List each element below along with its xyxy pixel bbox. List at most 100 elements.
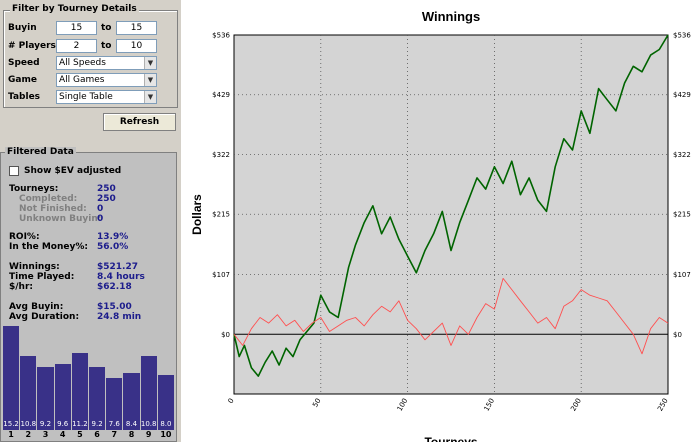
y-tick-label-left: $429 bbox=[212, 91, 230, 99]
finish-histogram: 15.2 10.8 9.2 9.6 11.2 9.2 7.6 8.4 10.8 8.0 bbox=[3, 323, 175, 430]
histogram-bar-label: 8.0 bbox=[160, 420, 172, 428]
histogram-position-label: 9 bbox=[145, 430, 152, 439]
histogram-bar-label: 10.8 bbox=[20, 420, 37, 428]
histogram-position-label: 4 bbox=[59, 430, 66, 439]
tourneys-value: 250 bbox=[97, 184, 116, 194]
x-tick-label: 100 bbox=[396, 397, 410, 413]
refresh-button[interactable]: Refresh bbox=[103, 113, 176, 131]
completed-value: 250 bbox=[97, 194, 116, 204]
chevron-down-icon[interactable]: ▼ bbox=[144, 74, 156, 86]
roi-value: 13.9% bbox=[97, 232, 129, 242]
x-tick-label: 0 bbox=[227, 397, 236, 405]
histogram-bar-label: 8.4 bbox=[125, 420, 138, 428]
unknown-buyin-value: 0 bbox=[97, 214, 104, 224]
histogram-position-label: 7 bbox=[111, 430, 118, 439]
buyin-to-label: to bbox=[101, 23, 112, 33]
buyin-to-input[interactable] bbox=[116, 21, 157, 35]
players-label: # Players bbox=[8, 41, 56, 51]
per-hour-value: $62.18 bbox=[97, 282, 132, 292]
y-tick-label-right: $536 bbox=[673, 32, 691, 40]
speed-select[interactable]: All Speeds ▼ bbox=[56, 56, 157, 70]
histogram-bar-label: 11.2 bbox=[72, 420, 88, 428]
buyin-from-input[interactable] bbox=[56, 21, 97, 35]
roi-label: ROI%: bbox=[9, 232, 40, 242]
histogram-position-label: 6 bbox=[94, 430, 100, 439]
histogram-bar-label: 9.6 bbox=[57, 420, 69, 428]
histogram-position-label: 2 bbox=[25, 430, 32, 439]
winnings-value: $521.27 bbox=[97, 262, 138, 272]
avg-buyin-label: Avg Buyin: bbox=[9, 302, 64, 312]
winnings-chart-svg: $0 $0 $107 $107 $215 $215 $322 $322 $429 $429 $536… bbox=[190, 9, 691, 442]
x-tick-label: 250 bbox=[656, 397, 670, 413]
players-to-label: to bbox=[101, 41, 112, 51]
time-played-label: Time Played: bbox=[9, 272, 75, 282]
histogram-position-label: 3 bbox=[42, 430, 49, 439]
not-finished-value: 0 bbox=[97, 204, 104, 214]
winnings-series-line bbox=[233, 34, 669, 377]
show-sev-label: Show $EV adjusted bbox=[24, 166, 122, 176]
y-tick-label-left: $0 bbox=[221, 331, 230, 339]
histogram-bar bbox=[106, 378, 123, 430]
avg-duration-label: Avg Duration: bbox=[9, 312, 80, 322]
y-tick-label-right: $322 bbox=[673, 151, 691, 159]
y-tick-label-right: $215 bbox=[673, 211, 691, 219]
tourneys-label: Tourneys: bbox=[9, 184, 59, 194]
histogram-bar-label: 15.2 bbox=[3, 420, 19, 428]
x-axis-label: Tourneys bbox=[424, 435, 477, 442]
show-sev-checkbox[interactable] bbox=[9, 166, 19, 176]
game-select[interactable]: All Games ▼ bbox=[56, 73, 157, 87]
y-tick-label-left: $322 bbox=[212, 151, 230, 159]
filter-group: Filter by Tourney Details bbox=[3, 4, 178, 108]
y-tick-label-left: $536 bbox=[212, 32, 230, 40]
players-to-input[interactable] bbox=[116, 39, 157, 53]
itm-value: 56.0% bbox=[97, 242, 129, 252]
tables-select-value: Single Table bbox=[59, 92, 113, 102]
time-played-value: 8.4 hours bbox=[97, 272, 145, 282]
histogram-bar bbox=[89, 367, 106, 430]
tables-select[interactable]: Single Table ▼ bbox=[56, 90, 157, 104]
histogram-bar bbox=[140, 356, 157, 430]
players-from-input[interactable] bbox=[56, 39, 97, 53]
game-label: Game bbox=[8, 75, 37, 85]
winnings-label: Winnings: bbox=[9, 262, 60, 272]
histogram-bar bbox=[20, 356, 37, 430]
histogram-bar bbox=[54, 364, 71, 430]
histogram-position-label: 1 bbox=[8, 430, 14, 439]
finish-position-labels: 1 2 3 4 5 6 7 8 9 10 bbox=[3, 430, 175, 442]
chart-title: Winnings bbox=[422, 9, 480, 24]
avg-duration-value: 24.8 min bbox=[97, 312, 142, 322]
histogram-position-label: 5 bbox=[77, 430, 83, 439]
y-tick-label-right: $429 bbox=[673, 91, 691, 99]
itm-label: In the Money%: bbox=[9, 242, 88, 252]
x-tick-label: 150 bbox=[483, 397, 497, 413]
histogram-bar bbox=[3, 326, 20, 430]
x-tick-label: 200 bbox=[569, 397, 583, 413]
histogram-bar bbox=[157, 375, 174, 430]
speed-select-value: All Speeds bbox=[59, 58, 106, 68]
per-hour-label: $/hr: bbox=[9, 282, 33, 292]
tables-label: Tables bbox=[8, 92, 41, 102]
histogram-bar-label: 9.2 bbox=[39, 420, 52, 428]
unknown-buyin-label: Unknown Buyin: bbox=[19, 214, 102, 224]
x-tick-label: 50 bbox=[311, 397, 322, 409]
histogram-bar bbox=[123, 373, 140, 430]
chevron-down-icon[interactable]: ▼ bbox=[144, 57, 156, 69]
y-tick-label-left: $215 bbox=[212, 211, 230, 219]
ev-series-line bbox=[233, 277, 669, 355]
completed-label: Completed: bbox=[19, 194, 78, 204]
y-axis-label: Dollars bbox=[190, 194, 204, 235]
winnings-chart: $0 $0 $107 $107 $215 $215 $322 $322 $429 $429 $536… bbox=[181, 0, 700, 442]
filtered-data-panel: Filtered Data Show $EV adjusted Tourneys… bbox=[0, 147, 177, 442]
histogram-bar-label: 9.2 bbox=[91, 420, 103, 428]
left-panel: Filter by Tourney Details Buyin to # Pla… bbox=[0, 0, 181, 442]
not-finished-label: Not Finished: bbox=[19, 204, 87, 214]
histogram-position-label: 8 bbox=[128, 430, 135, 439]
chevron-down-icon[interactable]: ▼ bbox=[144, 91, 156, 103]
y-tick-label-left: $107 bbox=[212, 271, 230, 279]
filter-group-title: Filter by Tourney Details bbox=[10, 4, 139, 14]
histogram-bar-label: 7.6 bbox=[108, 420, 120, 428]
buyin-label: Buyin bbox=[8, 23, 37, 33]
histogram-position-label: 10 bbox=[160, 430, 172, 439]
y-tick-label-right: $107 bbox=[673, 271, 691, 279]
avg-buyin-value: $15.00 bbox=[97, 302, 132, 312]
